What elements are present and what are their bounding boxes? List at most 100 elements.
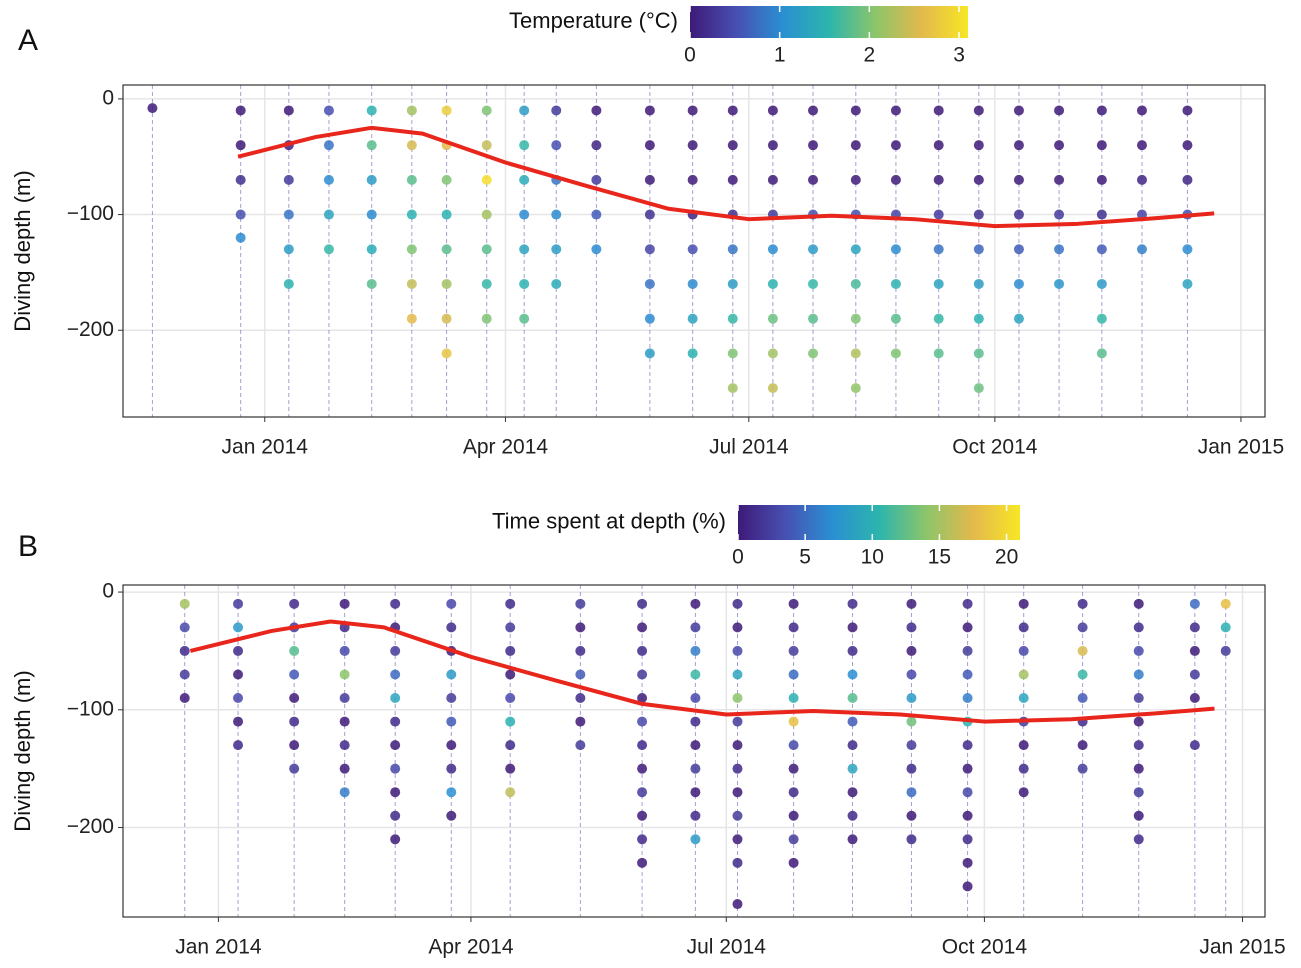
x-tick-label: Jul 2014 (687, 936, 767, 959)
dive-point (406, 244, 417, 255)
dive-point (690, 763, 701, 774)
dive-point (690, 598, 701, 609)
dive-point (446, 763, 457, 774)
dive-point (339, 763, 350, 774)
y-tick-label: −100 (67, 202, 114, 225)
dive-point (973, 278, 984, 289)
dive-point (962, 622, 973, 633)
dive-point (1189, 598, 1200, 609)
dive-point (727, 140, 738, 151)
dive-point (1096, 174, 1107, 185)
dive-point (847, 810, 858, 821)
dive-point (446, 787, 457, 798)
dive-point (973, 348, 984, 359)
dive-point (906, 669, 917, 680)
dive-point (973, 244, 984, 255)
dive-point (850, 174, 861, 185)
dive-point (690, 622, 701, 633)
dive-point (788, 834, 799, 845)
dive-point (727, 383, 738, 394)
colorbar-title: Time spent at depth (%) (492, 508, 726, 533)
dive-point (687, 313, 698, 324)
dive-point (1013, 278, 1024, 289)
dive-point (1189, 645, 1200, 656)
dive-point (1018, 622, 1029, 633)
dive-point (289, 645, 300, 656)
dive-point (788, 763, 799, 774)
dive-point (1133, 787, 1144, 798)
dive-point (973, 383, 984, 394)
dive-point (690, 740, 701, 751)
dive-point (441, 174, 452, 185)
dive-point (1018, 763, 1029, 774)
dive-point (850, 313, 861, 324)
dive-point (788, 716, 799, 727)
dive-point (551, 105, 562, 116)
colorbar-tick-label: 0 (684, 44, 696, 67)
dive-point (788, 622, 799, 633)
dive-point (179, 693, 190, 704)
dive-point (847, 716, 858, 727)
dive-point (906, 787, 917, 798)
dive-point (962, 857, 973, 868)
dive-point (390, 598, 401, 609)
dive-point (1096, 313, 1107, 324)
plot-frame (122, 84, 1266, 418)
dive-point (850, 140, 861, 151)
dive-point (1054, 209, 1065, 220)
dive-point (235, 174, 246, 185)
dive-point (366, 244, 377, 255)
dive-point (1018, 740, 1029, 751)
dive-point (973, 105, 984, 116)
dive-point (933, 209, 944, 220)
dive-point (933, 105, 944, 116)
dive-point (446, 598, 457, 609)
dive-point (1013, 105, 1024, 116)
dive-point (732, 763, 743, 774)
dive-point (390, 810, 401, 821)
dive-point (1096, 140, 1107, 151)
dive-point (283, 105, 294, 116)
dive-point (446, 810, 457, 821)
dive-point (687, 244, 698, 255)
dive-point (890, 244, 901, 255)
dive-point (1182, 105, 1193, 116)
x-tick-label: Jan 2014 (175, 936, 262, 959)
dive-point (233, 598, 244, 609)
dive-point (1013, 209, 1024, 220)
dive-point (732, 693, 743, 704)
dive-point (847, 669, 858, 680)
dive-point (962, 881, 973, 892)
dive-point (289, 693, 300, 704)
dive-point (551, 140, 562, 151)
dive-point (446, 622, 457, 633)
dive-point (890, 174, 901, 185)
dive-point (1189, 693, 1200, 704)
dive-point (390, 834, 401, 845)
dive-point (732, 598, 743, 609)
dive-point (788, 740, 799, 751)
dive-point (233, 622, 244, 633)
dive-point (847, 787, 858, 798)
colorbar (738, 505, 1020, 540)
dive-point (390, 693, 401, 704)
colorbar-tick-label: 1 (774, 44, 786, 67)
panel-label: A (18, 24, 38, 57)
dive-point (906, 763, 917, 774)
dive-point (283, 244, 294, 255)
dive-point (519, 278, 530, 289)
dive-point (1018, 693, 1029, 704)
dive-point (1054, 174, 1065, 185)
dive-point (390, 763, 401, 774)
dive-point (505, 645, 516, 656)
dive-point (1096, 209, 1107, 220)
dive-point (289, 716, 300, 727)
dive-point (441, 278, 452, 289)
dive-point (339, 693, 350, 704)
dive-point (1182, 278, 1193, 289)
dive-point (690, 810, 701, 821)
dive-point (591, 105, 602, 116)
dive-point (283, 278, 294, 289)
dive-point (1054, 278, 1065, 289)
dive-point (1133, 693, 1144, 704)
